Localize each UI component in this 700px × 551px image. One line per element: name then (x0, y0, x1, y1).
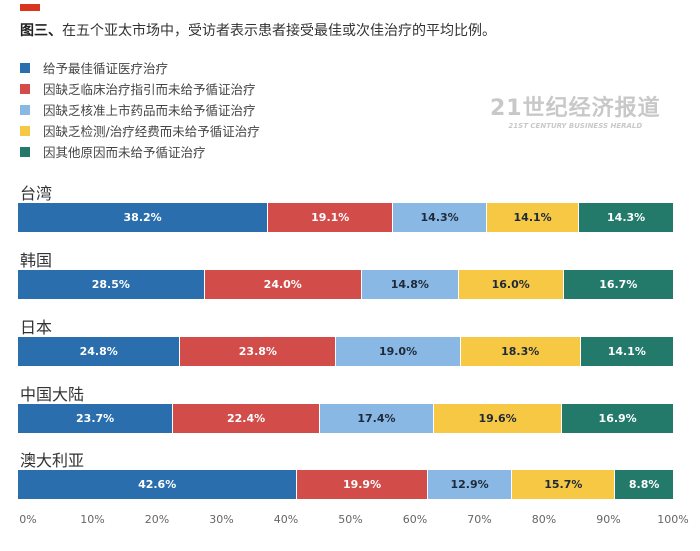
bar-segment: 12.9% (427, 470, 513, 499)
data-label: 24.8% (79, 345, 118, 358)
legend-label: 因其他原因而未给予循证治疗 (43, 145, 206, 160)
data-label: 42.6% (138, 478, 177, 491)
data-label: 19.0% (378, 345, 418, 358)
accent-bar (20, 4, 40, 11)
data-label: 14.8% (390, 278, 429, 291)
data-label: 14.3% (607, 211, 646, 224)
chart-title: 图三、在五个亚太市场中，受访者表示患者接受最佳或次佳治疗的平均比例。 (20, 20, 496, 40)
bar-segment: 18.3% (460, 337, 581, 366)
bar-segment: 14.3% (393, 203, 487, 232)
data-label: 17.4% (357, 412, 396, 425)
legend-swatch (20, 62, 30, 73)
x-tick-label: 50% (338, 513, 363, 526)
x-tick-label: 0% (19, 513, 37, 526)
data-label: 19.9% (342, 478, 382, 491)
bar-segment: 16.7% (563, 270, 673, 299)
bar-segment: 22.4% (173, 404, 320, 433)
legend-item: 给予最佳循证医疗治疗 (20, 57, 260, 78)
data-label: 22.4% (227, 412, 266, 425)
x-tick-label: 10% (80, 513, 105, 526)
x-tick-label: 40% (273, 513, 299, 526)
data-label: 38.2% (123, 211, 162, 224)
legend-swatch (20, 146, 30, 157)
data-label: 23.8% (238, 345, 277, 358)
legend-swatch (20, 83, 30, 94)
bar-segment: 17.4% (319, 404, 434, 433)
category-label: 韩国 (20, 251, 53, 270)
bar-segment: 14.3% (579, 203, 673, 232)
legend-item: 因缺乏检测/治疗经费而未给予循证治疗 (20, 120, 260, 141)
data-label: 15.7% (544, 478, 583, 491)
x-tick-label: 60% (402, 513, 428, 526)
legend-label: 因缺乏临床治疗指引而未给予循证治疗 (43, 82, 256, 97)
bar-segment: 16.0% (458, 270, 564, 299)
legend-item: 因其他原因而未给予循证治疗 (20, 141, 260, 162)
category-label: 澳大利亚 (20, 451, 85, 470)
watermark-logo: 21世纪经济报道 21ST CENTURY BUSINESS HERALD (490, 90, 661, 130)
data-label: 16.0% (491, 278, 530, 291)
legend-label: 因缺乏检测/治疗经费而未给予循证治疗 (43, 124, 260, 139)
bar-segment: 19.1% (268, 203, 394, 232)
stacked-bar: 23.7% 22.4% 17.4% 19.6% 16.9% (18, 404, 673, 433)
bar-segment: 14.1% (580, 337, 673, 366)
x-tick-label: 30% (209, 513, 234, 526)
legend-swatch (20, 125, 30, 136)
legend: 给予最佳循证医疗治疗因缺乏临床治疗指引而未给予循证治疗 因缺乏核准上市药品而未给予… (20, 57, 260, 162)
data-label: 14.1% (513, 211, 552, 224)
bar-segment: 38.2% (18, 203, 269, 232)
x-tick-label: 20% (144, 513, 170, 526)
legend-item: 因缺乏核准上市药品而未给予循证治疗 (20, 99, 260, 120)
data-label: 19.6% (478, 412, 517, 425)
figure-number: 图三、 (20, 23, 62, 39)
category-label: 中国大陆 (20, 385, 85, 404)
bar-segment: 42.6% (18, 470, 298, 499)
bar-segment: 23.8% (180, 337, 337, 366)
bar-segment: 19.6% (433, 404, 563, 433)
bar-segment: 14.8% (361, 270, 459, 299)
title-text: 在五个亚太市场中，受访者表示患者接受最佳或次佳治疗的平均比例。 (62, 23, 496, 39)
watermark-line2: 21ST CENTURY BUSINESS HERALD (508, 122, 643, 130)
data-label: 23.7% (76, 412, 115, 425)
data-label: 8.8% (628, 478, 660, 491)
x-tick-label: 90% (596, 513, 621, 526)
legend-label: 给予最佳循证医疗治疗 (43, 61, 169, 76)
category-label: 台湾 (20, 184, 53, 203)
bar-segment: 14.1% (486, 203, 580, 232)
category-label: 日本 (20, 318, 53, 337)
bar-segment: 24.0% (204, 270, 362, 299)
bar-segment: 16.9% (562, 404, 673, 433)
legend-item: 因缺乏临床治疗指引而未给予循证治疗 (20, 78, 260, 99)
x-tick-label: 100% (657, 513, 689, 526)
data-label: 14.1% (607, 345, 646, 358)
bar-segment: 23.7% (18, 404, 174, 433)
bar-segment: 24.8% (18, 337, 181, 366)
data-label: 16.9% (598, 412, 637, 425)
data-label: 19.1% (311, 211, 350, 224)
bar-segment: 19.9% (297, 470, 428, 499)
stacked-bar: 28.5% 24.0% 14.8% 16.0% 16.7% (18, 270, 673, 299)
data-label: 14.3% (420, 211, 459, 224)
data-label: 12.9% (450, 478, 489, 491)
bar-segment: 28.5% (18, 270, 205, 299)
legend-swatch (20, 104, 30, 115)
data-label: 18.3% (501, 345, 540, 358)
bar-segment: 8.8% (615, 470, 673, 499)
stacked-bar: 38.2% 19.1% 14.3% 14.1% 14.3% (18, 203, 673, 232)
stacked-bar: 24.8% 23.8% 19.0% 18.3% 14.1% (18, 337, 673, 366)
legend-label: 因缺乏核准上市药品而未给予循证治疗 (43, 103, 256, 118)
stacked-bar: 42.6% 19.9% 12.9% 15.7% 8.8% (18, 470, 673, 499)
watermark-line1: 21世纪经济报道 (490, 96, 661, 121)
data-label: 16.7% (599, 278, 638, 291)
x-tick-label: 80% (531, 513, 557, 526)
bar-segment: 15.7% (512, 470, 616, 499)
bar-segment: 19.0% (336, 337, 461, 366)
data-label: 24.0% (263, 278, 302, 291)
data-label: 28.5% (91, 278, 130, 291)
x-tick-label: 70% (467, 513, 492, 526)
